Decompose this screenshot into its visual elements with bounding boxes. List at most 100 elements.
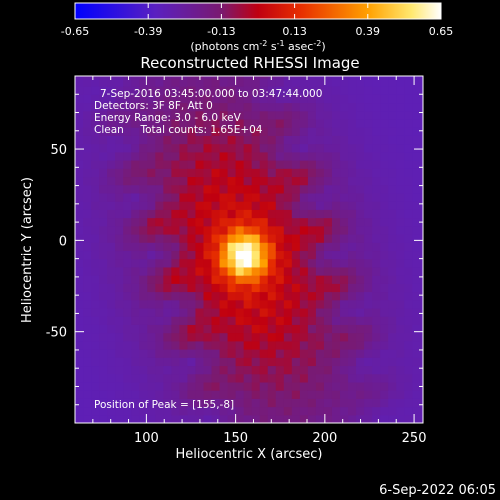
- heatmap-cell: [147, 275, 156, 284]
- heatmap-cell: [131, 118, 140, 128]
- heatmap-cell: [299, 201, 309, 210]
- heatmap-cell: [340, 110, 349, 120]
- heatmap-cell: [412, 324, 421, 334]
- heatmap-cell: [187, 209, 197, 219]
- heatmap-cell: [412, 192, 421, 202]
- heatmap-cell: [307, 291, 317, 301]
- heatmap-cell: [75, 151, 84, 161]
- heatmap-cell: [388, 176, 397, 186]
- heatmap-cell: [388, 307, 397, 317]
- heatmap-cell: [283, 209, 293, 219]
- heatmap-cell: [372, 217, 381, 227]
- heatmap-cell: [179, 365, 189, 375]
- heatmap-cell: [420, 316, 423, 325]
- heatmap-cell: [195, 151, 205, 161]
- heatmap-cell: [323, 192, 333, 202]
- heatmap-cell: [307, 118, 317, 128]
- heatmap-cell: [139, 233, 148, 243]
- heatmap-cell: [259, 110, 269, 120]
- heatmap-cell: [83, 406, 92, 416]
- heatmap-cell: [323, 209, 333, 219]
- heatmap-cell: [147, 217, 156, 227]
- heatmap-cell: [203, 349, 213, 358]
- heatmap-cell: [227, 357, 237, 367]
- heatmap-cell: [315, 299, 325, 309]
- heatmap-cell: [356, 184, 365, 194]
- heatmap-cell: [388, 160, 397, 169]
- chart-title: Reconstructed RHESSI Image: [140, 54, 359, 72]
- heatmap-cell: [291, 160, 301, 169]
- heatmap-cell: [420, 110, 423, 120]
- heatmap-cell: [291, 76, 301, 79]
- heatmap-cell: [315, 324, 325, 334]
- heatmap-cell: [396, 242, 405, 252]
- heatmap-cell: [155, 258, 164, 268]
- heatmap-cell: [348, 266, 357, 276]
- heatmap-cell: [139, 258, 148, 268]
- heatmap-cell: [420, 275, 423, 284]
- heatmap-cell: [404, 316, 413, 325]
- heatmap-cell: [299, 94, 309, 104]
- heatmap-cell: [123, 365, 132, 375]
- heatmap-cell: [315, 225, 325, 235]
- heatmap-cell: [91, 76, 100, 79]
- heatmap-cell: [323, 201, 333, 210]
- heatmap-cell: [283, 357, 293, 367]
- heatmap-cell: [299, 398, 309, 408]
- heatmap-cell: [83, 349, 92, 358]
- heatmap-cell: [107, 275, 116, 284]
- heatmap-cell: [420, 209, 423, 219]
- heatmap-cell: [139, 242, 148, 252]
- heatmap-cell: [75, 242, 84, 252]
- heatmap-cell: [219, 225, 229, 235]
- heatmap-cell: [331, 86, 341, 95]
- heatmap-cell: [99, 390, 108, 399]
- heatmap-cell: [115, 143, 124, 153]
- heatmap-cell: [171, 217, 180, 227]
- heatmap-cell: [235, 316, 245, 325]
- heatmap-cell: [307, 332, 317, 342]
- heatmap-cell: [179, 275, 189, 284]
- heatmap-cell: [267, 250, 277, 260]
- colorbar-tick-label: 0.13: [282, 25, 307, 38]
- heatmap-cell: [404, 275, 413, 284]
- heatmap-cell: [203, 307, 213, 317]
- heatmap-cell: [235, 77, 245, 87]
- heatmap-cell: [91, 275, 100, 284]
- heatmap-cell: [412, 242, 421, 252]
- heatmap-cell: [171, 201, 180, 210]
- heatmap-cell: [340, 299, 349, 309]
- heatmap-cell: [187, 381, 197, 391]
- heatmap-cell: [187, 160, 197, 169]
- heatmap-cell: [356, 307, 365, 317]
- heatmap-cell: [388, 110, 397, 120]
- heatmap-cell: [291, 233, 301, 243]
- heatmap-cell: [187, 349, 197, 358]
- heatmap-cell: [171, 86, 180, 95]
- heatmap-cell: [283, 349, 293, 358]
- heatmap-cell: [131, 373, 140, 383]
- heatmap-cell: [331, 184, 341, 194]
- heatmap-cell: [227, 86, 237, 95]
- heatmap-cell: [115, 201, 124, 210]
- heatmap-cell: [115, 184, 124, 194]
- heatmap-cell: [187, 110, 197, 120]
- heatmap-cell: [251, 307, 261, 317]
- heatmap-cell: [372, 151, 381, 161]
- heatmap-cell: [91, 217, 100, 227]
- heatmap-cell: [187, 192, 197, 202]
- heatmap-cell: [396, 332, 405, 342]
- heatmap-cell: [235, 373, 245, 383]
- heatmap-cell: [388, 373, 397, 383]
- heatmap-cell: [99, 94, 108, 104]
- heatmap-cell: [179, 110, 189, 120]
- heatmap-cell: [211, 390, 221, 399]
- heatmap-cell: [259, 406, 269, 416]
- heatmap-cell: [131, 143, 140, 153]
- heatmap-cell: [219, 266, 229, 276]
- heatmap-cell: [131, 398, 140, 408]
- heatmap-cell: [187, 406, 197, 416]
- heatmap-cell: [275, 340, 285, 350]
- heatmap-cell: [364, 160, 373, 169]
- heatmap-cell: [235, 217, 245, 227]
